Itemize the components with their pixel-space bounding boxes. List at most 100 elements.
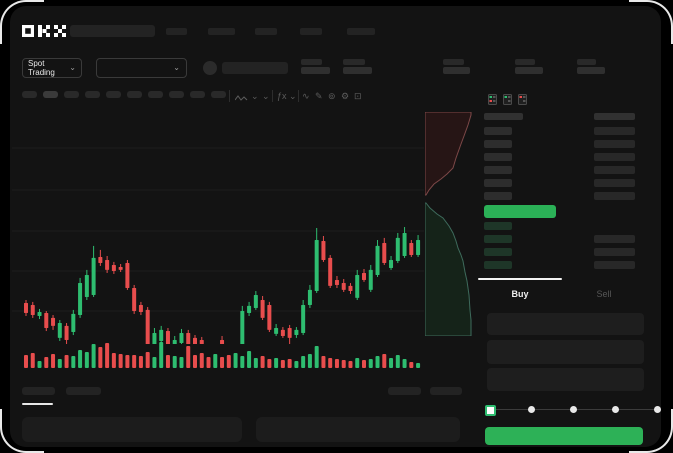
- volume-bar: [260, 356, 265, 368]
- timeframe-chip[interactable]: [127, 91, 142, 98]
- volume-bar: [125, 355, 130, 368]
- timeframe-chip[interactable]: [190, 91, 205, 98]
- candle-body: [280, 329, 285, 336]
- volume-bar: [382, 354, 387, 368]
- ask-amount-skeleton: [594, 192, 635, 200]
- bid-price-skeleton[interactable]: [484, 261, 512, 269]
- navbar-item-skeleton[interactable]: [347, 28, 375, 35]
- depth-bids-area: [425, 202, 472, 336]
- order-input-skeleton[interactable]: [487, 313, 644, 335]
- slider-step-dot[interactable]: [570, 406, 577, 413]
- candle-body: [389, 260, 394, 268]
- ticker-stat-value-skeleton: [443, 67, 470, 74]
- bid-price-skeleton[interactable]: [484, 235, 512, 243]
- navbar-item-skeleton[interactable]: [300, 28, 322, 35]
- snapshot-camera-icon[interactable]: ⊚: [328, 91, 336, 101]
- candle-body: [64, 325, 69, 340]
- indicators-chevron-icon[interactable]: ⌄: [289, 91, 297, 101]
- buy-submit-button[interactable]: [485, 427, 643, 445]
- order-input-skeleton[interactable]: [487, 368, 644, 391]
- bid-price-skeleton[interactable]: [484, 222, 512, 230]
- ask-price-skeleton[interactable]: [484, 166, 512, 174]
- navbar-search-skeleton[interactable]: [70, 25, 155, 37]
- candle-body: [220, 340, 225, 344]
- line-tool-icon[interactable]: ∿: [302, 91, 310, 101]
- candle-body: [416, 240, 421, 256]
- trade-mode-selector[interactable]: Spot Trading ⌄: [22, 58, 82, 78]
- order-input-skeleton[interactable]: [487, 340, 644, 364]
- volume-bar: [334, 359, 339, 368]
- timeframe-chip[interactable]: [22, 91, 37, 98]
- candle-body: [301, 304, 306, 333]
- volume-bar: [179, 357, 184, 368]
- candle-body: [132, 288, 137, 312]
- orderbook-view-bids-icon[interactable]: [503, 94, 512, 105]
- candle-body: [409, 243, 414, 256]
- volume-bar: [51, 354, 56, 368]
- timeframe-chip[interactable]: [43, 91, 58, 98]
- timeframe-chip[interactable]: [169, 91, 184, 98]
- candlestick-chart[interactable]: [12, 112, 424, 344]
- slider-handle-active[interactable]: [485, 405, 496, 416]
- orders-tab-skeleton[interactable]: [22, 387, 55, 395]
- last-price-bar[interactable]: [484, 205, 556, 218]
- slider-step-dot[interactable]: [528, 406, 535, 413]
- volume-bar: [389, 358, 394, 368]
- compare-chevron-icon[interactable]: ⌄: [262, 91, 270, 101]
- slider-step-dot[interactable]: [612, 406, 619, 413]
- timeframe-chip[interactable]: [85, 91, 100, 98]
- volume-bar: [145, 352, 150, 368]
- orderbook-view-combined-icon[interactable]: [488, 94, 497, 105]
- navbar-item-skeleton[interactable]: [255, 28, 277, 35]
- okx-logo[interactable]: [22, 25, 66, 37]
- timeframe-chip[interactable]: [106, 91, 121, 98]
- volume-bar: [44, 357, 49, 368]
- timeframe-chip[interactable]: [64, 91, 79, 98]
- timeframe-chip[interactable]: [148, 91, 163, 98]
- candle-body: [44, 312, 49, 328]
- volume-bar: [172, 356, 177, 368]
- slider-step-dot[interactable]: [654, 406, 661, 413]
- volume-bar: [307, 354, 312, 368]
- ask-price-skeleton[interactable]: [484, 153, 512, 161]
- orders-filter-skeleton[interactable]: [430, 387, 462, 395]
- fullscreen-icon[interactable]: ⊡: [354, 91, 362, 101]
- orders-filter-skeleton[interactable]: [388, 387, 421, 395]
- draw-tool-icon[interactable]: ✎: [315, 91, 323, 101]
- ticker-stat-value-skeleton: [301, 67, 330, 74]
- volume-bar: [91, 344, 96, 368]
- bid-price-skeleton[interactable]: [484, 248, 512, 256]
- ticker-stat-value-skeleton: [343, 67, 372, 74]
- volume-bar: [287, 359, 292, 368]
- chart-style-chevron-icon[interactable]: ⌄: [251, 91, 259, 101]
- orders-tab-skeleton[interactable]: [66, 387, 101, 395]
- chart-style-icon[interactable]: [235, 94, 248, 102]
- ask-price-skeleton[interactable]: [484, 179, 512, 187]
- toolbar-divider: [272, 90, 273, 102]
- volume-bar: [267, 359, 272, 368]
- ask-amount-skeleton: [594, 166, 635, 174]
- ask-price-skeleton[interactable]: [484, 192, 512, 200]
- chart-settings-gear-icon[interactable]: ⚙: [341, 91, 350, 101]
- candle-body: [186, 332, 191, 344]
- ticker-stat-label-skeleton: [515, 59, 535, 65]
- volume-bar: [159, 342, 164, 368]
- tab-buy[interactable]: Buy: [511, 289, 529, 299]
- chevron-down-icon: ⌄: [173, 63, 180, 72]
- pair-name-skeleton: [222, 62, 288, 74]
- indicators-icon[interactable]: ƒx: [277, 91, 287, 101]
- ask-price-skeleton[interactable]: [484, 127, 512, 135]
- ask-price-skeleton[interactable]: [484, 140, 512, 148]
- pair-selector[interactable]: ⌄: [96, 58, 187, 78]
- volume-bar: [71, 356, 76, 368]
- ticker-stat-label-skeleton: [443, 59, 464, 65]
- navbar-item-skeleton[interactable]: [166, 28, 187, 35]
- orderbook-view-asks-icon[interactable]: [518, 94, 527, 105]
- ticker-stat-value-skeleton: [515, 67, 543, 74]
- timeframe-chip[interactable]: [211, 91, 226, 98]
- tab-sell[interactable]: Sell: [596, 289, 612, 299]
- navbar-item-skeleton[interactable]: [208, 28, 235, 35]
- ask-amount-skeleton: [594, 127, 635, 135]
- volume-bar: [132, 355, 137, 368]
